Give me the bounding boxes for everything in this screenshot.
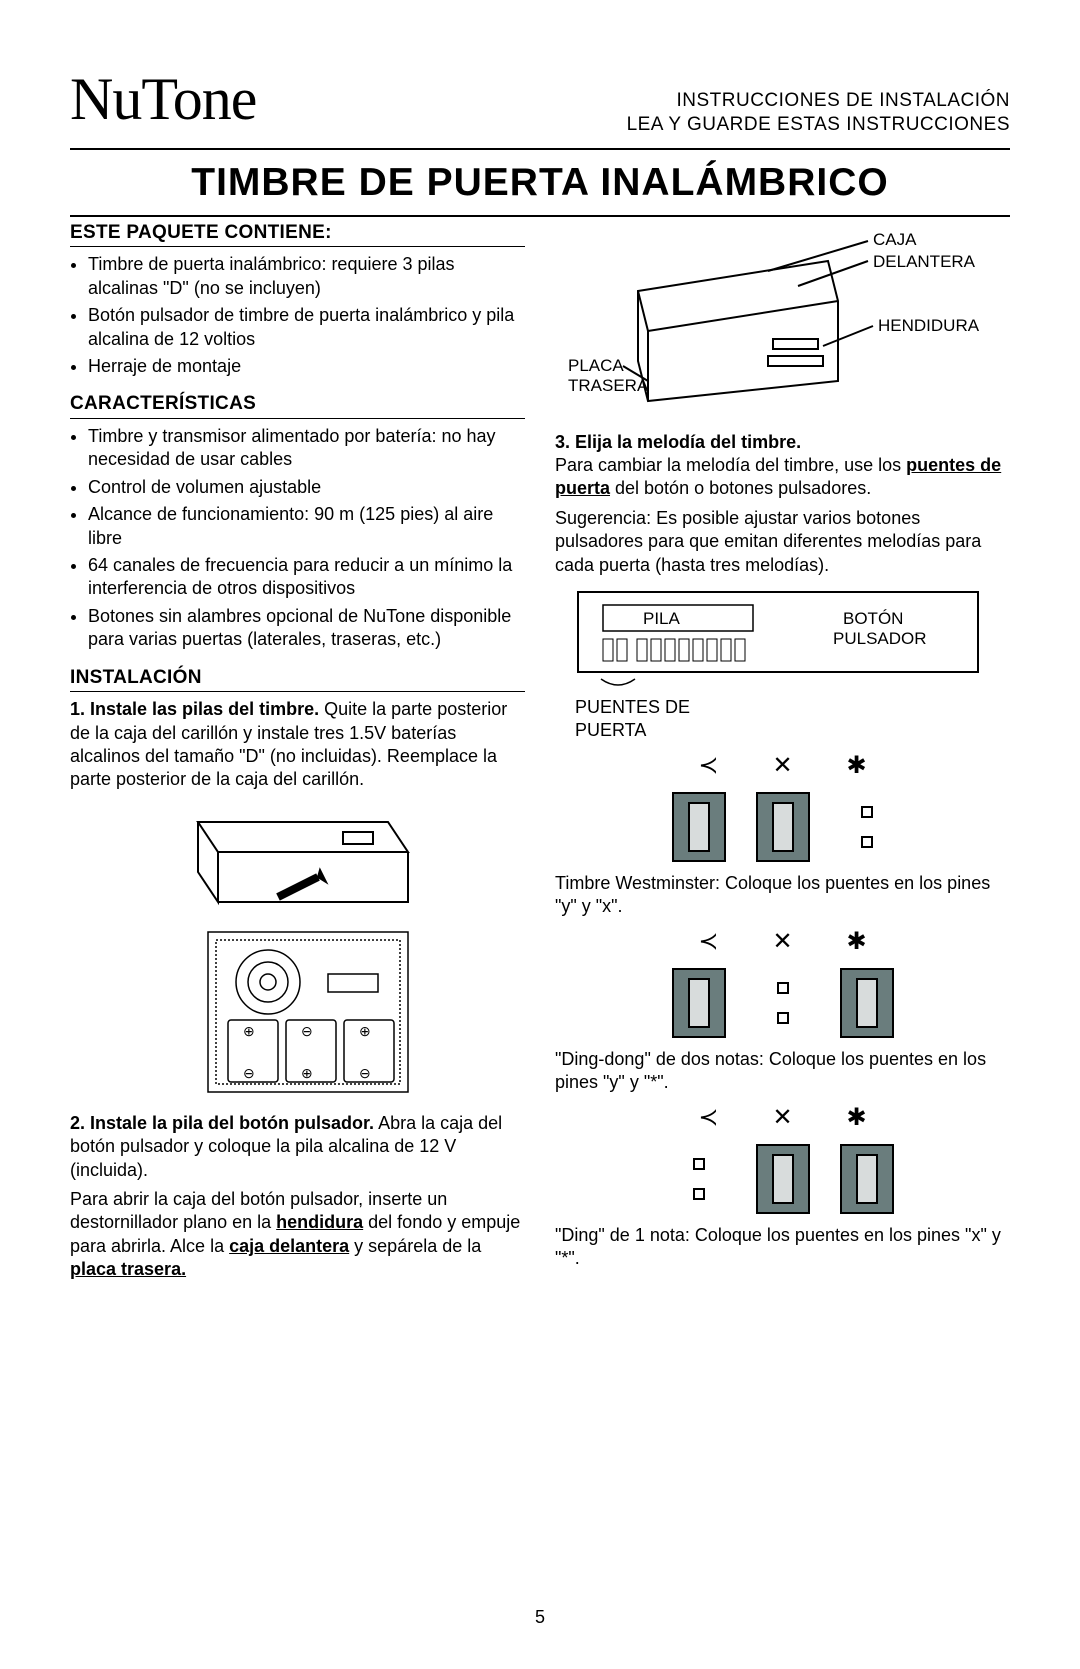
content-columns: ESTE PAQUETE CONTIENE: Timbre de puerta … [70,221,1010,1288]
divider-bottom [70,215,1010,217]
jumper-off [756,968,810,1038]
label-hendidura: HENDIDURA [878,316,980,335]
svg-text:⊖: ⊖ [359,1065,371,1081]
label-trasera: TRASERA [568,376,649,395]
jumper-symbols-1: ≺ ✕ ✱ [555,751,1010,782]
jumper-config-dingdong [555,968,1010,1038]
step2-title: 2. Instale la pila del botón pulsador. [70,1113,374,1133]
svg-text:⊕: ⊕ [301,1065,313,1081]
step3-title: 3. Elija la melodía del timbre. [555,432,801,452]
svg-text:PULSADOR: PULSADOR [833,629,927,648]
jumper-on [840,1144,894,1214]
package-item: Botón pulsador de timbre de puerta inalá… [88,304,525,351]
feature-item: Botones sin alambres opcional de NuTone … [88,605,525,652]
svg-text:⊕: ⊕ [243,1023,255,1039]
svg-text:⊖: ⊖ [243,1065,255,1081]
page-number: 5 [535,1606,545,1629]
label-placa: PLACA [568,356,624,375]
brand-logo: NuTone [70,60,256,138]
divider-top [70,148,1010,150]
jumper-on [840,968,894,1038]
header-line2: LEA Y GUARDE ESTAS INSTRUCCIONES [627,113,1010,138]
feature-item: Timbre y transmisor alimentado por bater… [88,425,525,472]
left-column: ESTE PAQUETE CONTIENE: Timbre de puerta … [70,221,525,1288]
install-heading: INSTALACIÓN [70,666,525,693]
package-heading: ESTE PAQUETE CONTIENE: [70,221,525,248]
label-delantera: DELANTERA [873,252,976,271]
pcb-diagram: PILA BOTÓN PULSADOR [573,587,993,692]
jumper-off [672,1144,726,1214]
label-puentes: PUENTES DE [575,696,1010,719]
label-puerta: PUERTA [575,719,1010,742]
svg-text:BOTÓN: BOTÓN [843,609,903,628]
features-list: Timbre y transmisor alimentado por bater… [88,425,525,652]
header-line1: INSTRUCCIONES DE INSTALACIÓN [627,89,1010,114]
header-instructions: INSTRUCCIONES DE INSTALACIÓN LEA Y GUARD… [627,89,1010,138]
svg-text:PILA: PILA [643,609,681,628]
package-item: Herraje de montaje [88,355,525,378]
jumper-on [672,968,726,1038]
page-title: TIMBRE DE PUERTA INALÁMBRICO [70,158,1010,209]
feature-item: 64 canales de frecuencia para reducir a … [88,554,525,601]
page-header: NuTone INSTRUCCIONES DE INSTALACIÓN LEA … [70,60,1010,138]
svg-text:⊕: ⊕ [359,1023,371,1039]
jumper-symbols-2: ≺ ✕ ✱ [555,927,1010,958]
jumper-on [756,792,810,862]
feature-item: Alcance de funcionamiento: 90 m (125 pie… [88,503,525,550]
ding-text: "Ding" de 1 nota: Coloque los puentes en… [555,1224,1010,1271]
jumper-config-westminster [555,792,1010,862]
svg-text:⊖: ⊖ [301,1023,313,1039]
jumper-config-ding [555,1144,1010,1214]
package-list: Timbre de puerta inalámbrico: requiere 3… [88,253,525,378]
right-column: CAJA DELANTERA HENDIDURA PLACA TRASERA 3… [555,221,1010,1288]
package-item: Timbre de puerta inalámbrico: requiere 3… [88,253,525,300]
step1: 1. Instale las pilas del timbre. Quite l… [70,698,525,792]
westminster-text: Timbre Westminster: Coloque los puentes … [555,872,1010,919]
pushbutton-diagram: CAJA DELANTERA HENDIDURA PLACA TRASERA [568,231,998,421]
chime-diagram: ⊕ ⊖ ⊕ ⊖ ⊕ ⊖ [168,802,428,1102]
features-heading: CARACTERÍSTICAS [70,392,525,419]
jumper-symbols-3: ≺ ✕ ✱ [555,1103,1010,1134]
jumper-on [756,1144,810,1214]
step3: 3. Elija la melodía del timbre. Para cam… [555,431,1010,501]
step2: 2. Instale la pila del botón pulsador. A… [70,1112,525,1182]
dingdong-text: "Ding-dong" de dos notas: Coloque los pu… [555,1048,1010,1095]
step2-detail: Para abrir la caja del botón pulsador, i… [70,1188,525,1282]
label-caja: CAJA [873,231,917,249]
step1-title: 1. Instale las pilas del timbre. [70,699,319,719]
jumper-on [672,792,726,862]
feature-item: Control de volumen ajustable [88,476,525,499]
jumper-off [840,792,894,862]
step3-suggestion: Sugerencia: Es posible ajustar varios bo… [555,507,1010,577]
